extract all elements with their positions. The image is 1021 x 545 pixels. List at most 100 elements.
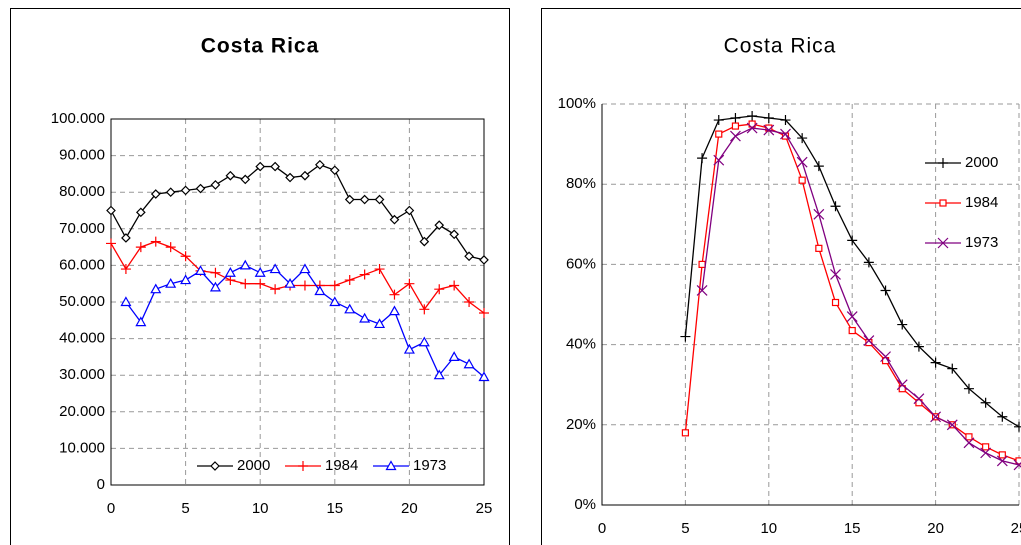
marker bbox=[897, 319, 908, 330]
marker bbox=[781, 132, 790, 140]
marker bbox=[731, 122, 740, 130]
marker bbox=[359, 312, 371, 323]
marker bbox=[1013, 459, 1021, 471]
marker bbox=[344, 275, 355, 286]
marker bbox=[880, 351, 891, 363]
marker bbox=[121, 233, 131, 243]
marker bbox=[1014, 421, 1021, 432]
marker bbox=[478, 371, 490, 382]
x-tick-label: 10 bbox=[760, 520, 777, 537]
marker bbox=[930, 411, 942, 423]
marker bbox=[120, 264, 131, 275]
y-tick-label: 30.000 bbox=[59, 366, 105, 383]
y-tick-label: 0 bbox=[97, 476, 105, 493]
legend-marker bbox=[298, 461, 308, 471]
legend-item: 1984 bbox=[925, 194, 998, 211]
marker bbox=[106, 238, 116, 249]
marker bbox=[847, 235, 858, 246]
y-tick-label: 50.000 bbox=[59, 293, 105, 310]
chart-title: Costa Rica bbox=[724, 35, 837, 58]
y-tick-label: 80% bbox=[566, 175, 596, 192]
marker bbox=[314, 285, 326, 296]
marker bbox=[374, 264, 385, 275]
x-tick-label: 15 bbox=[844, 520, 861, 537]
marker bbox=[813, 161, 824, 172]
x-tick-label: 5 bbox=[181, 500, 189, 517]
x-tick-label: 25 bbox=[1011, 520, 1021, 537]
marker bbox=[479, 307, 489, 318]
marker bbox=[848, 326, 856, 335]
marker bbox=[344, 303, 356, 314]
y-tick-label: 80.000 bbox=[59, 183, 105, 200]
marker bbox=[697, 153, 708, 164]
marker bbox=[359, 269, 370, 280]
marker bbox=[210, 267, 221, 278]
marker bbox=[299, 263, 311, 274]
marker bbox=[996, 455, 1008, 467]
y-tick-label: 100.000 bbox=[51, 110, 105, 127]
marker bbox=[896, 379, 908, 391]
axis-line bbox=[601, 104, 1019, 506]
marker bbox=[763, 113, 774, 124]
marker bbox=[404, 205, 415, 216]
marker bbox=[746, 122, 758, 134]
marker bbox=[946, 419, 958, 431]
marker bbox=[997, 411, 1008, 422]
marker bbox=[285, 172, 295, 183]
marker bbox=[982, 443, 990, 451]
marker bbox=[715, 130, 723, 138]
marker bbox=[329, 165, 340, 176]
marker bbox=[180, 185, 191, 196]
marker bbox=[165, 277, 177, 288]
marker bbox=[240, 278, 251, 289]
legend-marker bbox=[210, 461, 220, 471]
marker bbox=[225, 170, 236, 181]
y-tick-label: 60.000 bbox=[59, 256, 105, 273]
y-tick-label: 20% bbox=[566, 416, 596, 433]
marker bbox=[846, 311, 858, 322]
marker bbox=[763, 124, 775, 136]
y-tick-label: 40.000 bbox=[59, 330, 105, 347]
legend-label: 2000 bbox=[965, 154, 998, 171]
x-tick-label: 20 bbox=[927, 520, 944, 537]
marker bbox=[696, 285, 708, 296]
marker bbox=[403, 343, 415, 354]
marker bbox=[255, 161, 266, 172]
marker bbox=[194, 265, 207, 275]
marker bbox=[150, 236, 161, 247]
marker bbox=[698, 260, 706, 268]
marker bbox=[898, 385, 906, 393]
marker bbox=[813, 208, 825, 220]
marker bbox=[963, 383, 974, 394]
marker bbox=[863, 335, 875, 347]
marker bbox=[150, 189, 161, 199]
marker bbox=[747, 111, 758, 122]
marker bbox=[374, 318, 386, 329]
marker bbox=[947, 363, 958, 374]
marker bbox=[681, 429, 690, 437]
legend-label: 1984 bbox=[965, 194, 998, 211]
marker bbox=[449, 229, 460, 240]
marker bbox=[165, 187, 176, 198]
marker bbox=[224, 266, 236, 277]
marker bbox=[195, 183, 206, 194]
legend-item: 2000 bbox=[925, 154, 998, 171]
marker bbox=[434, 284, 445, 295]
marker bbox=[374, 194, 385, 205]
marker bbox=[135, 316, 147, 327]
marker bbox=[269, 263, 281, 274]
y-tick-label: 100% bbox=[558, 95, 596, 112]
marker bbox=[830, 269, 841, 280]
chart: Costa Rica 0 10.000 20.000 30.000 40.000 50.00… bbox=[10, 8, 510, 545]
legend-marker bbox=[937, 237, 949, 249]
marker bbox=[419, 236, 430, 247]
y-tick-label: 40% bbox=[566, 336, 596, 353]
marker bbox=[388, 305, 401, 316]
marker bbox=[299, 280, 310, 291]
marker bbox=[980, 447, 992, 459]
y-tick-label: 90.000 bbox=[59, 147, 105, 164]
legend-item: 2000 bbox=[197, 457, 270, 474]
marker bbox=[315, 159, 325, 170]
marker bbox=[780, 115, 791, 126]
marker bbox=[135, 207, 146, 218]
